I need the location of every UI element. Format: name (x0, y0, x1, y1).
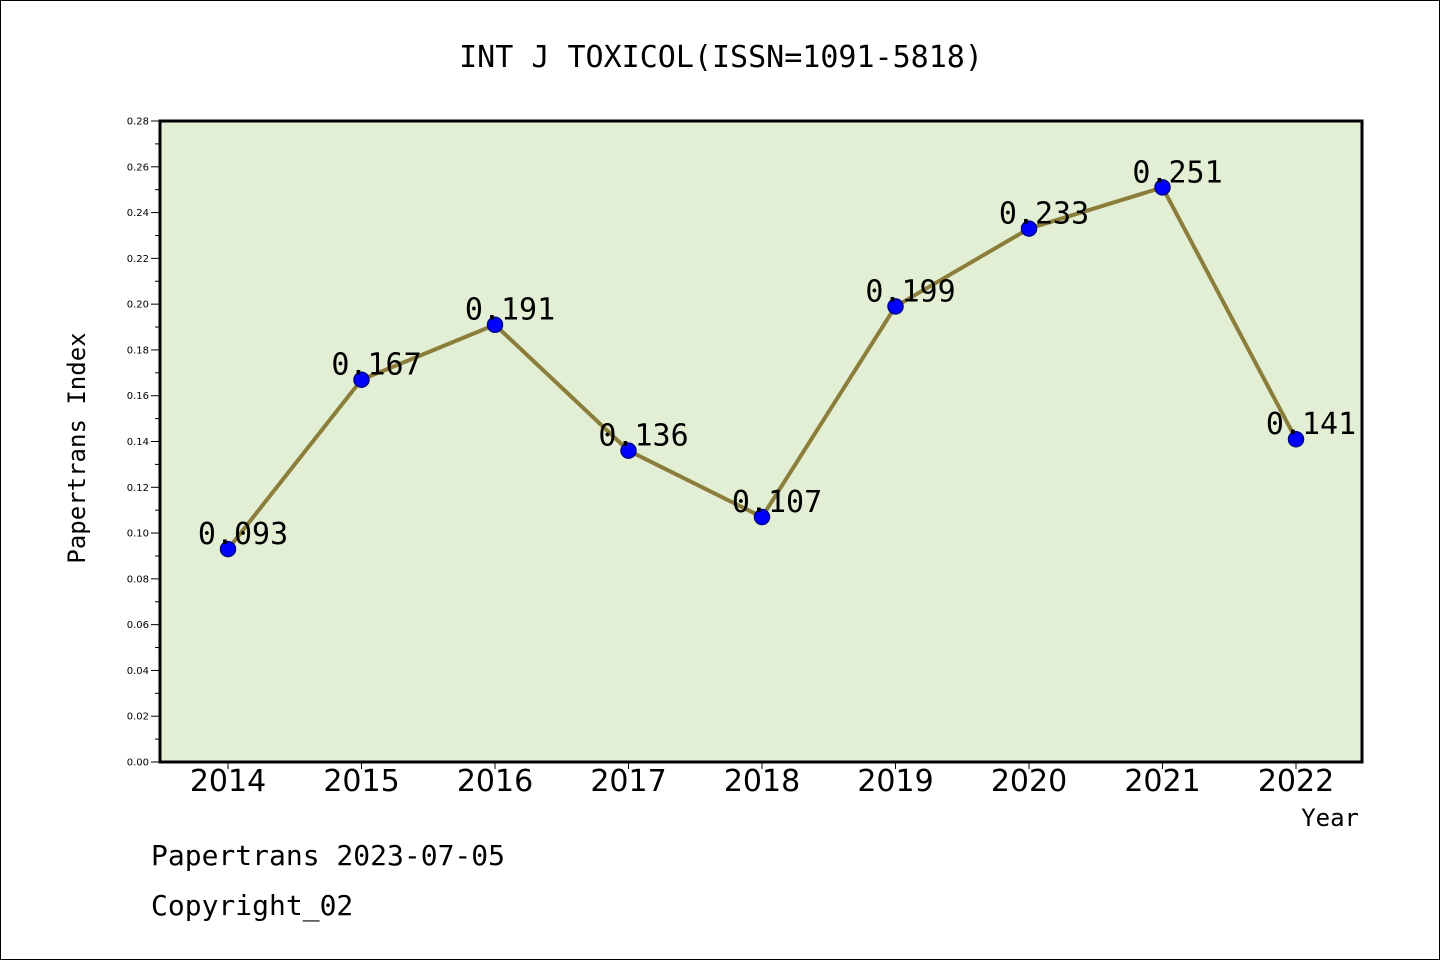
y-tick-label: 0.04 (127, 666, 149, 677)
data-label-2018: 0.107 (732, 485, 822, 520)
plot-area (158, 119, 1364, 764)
x-tick-label: 2017 (590, 764, 666, 799)
y-tick-label: 0.20 (127, 300, 149, 311)
y-tick-label: 0.06 (127, 620, 149, 631)
y-tick-label: 0.10 (127, 529, 149, 540)
x-tick-label: 2015 (323, 764, 399, 799)
y-tick-label: 0.14 (127, 437, 149, 448)
data-label-group: 0.093 0.167 0.191 0.136 0.107 0.199 0.233 0.251… (198, 155, 1356, 552)
data-point-2021 (1154, 179, 1171, 196)
y-tick-label: 0.18 (127, 345, 149, 356)
x-tick-label: 2021 (1124, 764, 1200, 799)
x-tick-label: 2022 (1258, 764, 1334, 799)
y-tick-label: 0.08 (127, 574, 149, 585)
y-tick-label: 0.28 (127, 117, 149, 128)
data-point-2017 (620, 442, 637, 459)
data-point-2015 (353, 371, 370, 388)
x-tick-label: 2019 (857, 764, 933, 799)
data-point-2018 (753, 508, 771, 526)
y-tick-label: 0.22 (127, 254, 149, 265)
data-label-2015: 0.167 (331, 348, 421, 383)
y-tick-label: 0.00 (127, 758, 149, 769)
data-point-2014 (219, 540, 237, 558)
data-point-2020 (1020, 220, 1038, 237)
y-tick-label: 0.12 (127, 483, 149, 494)
x-tick-label: 2018 (724, 764, 800, 799)
data-point-2016 (486, 316, 504, 333)
y-axis-label: Papertrans Index (63, 332, 91, 563)
data-label-2022: 0.141 (1266, 407, 1356, 442)
data-label-2014: 0.093 (198, 517, 288, 552)
y-tick-label: 0.26 (127, 162, 149, 173)
data-label-2016: 0.191 (465, 293, 555, 328)
data-point-2019 (887, 298, 904, 315)
data-label-2017: 0.136 (598, 419, 688, 454)
data-point-2022 (1287, 430, 1305, 448)
footer-copyright: Copyright_02 (151, 889, 353, 923)
y-tick-label: 0.02 (127, 712, 149, 723)
x-tick-label: 2014 (190, 764, 266, 799)
series-marker-group (219, 179, 1305, 558)
y-tick-label: 0.24 (127, 208, 149, 219)
x-tick-label: 2020 (991, 764, 1067, 799)
x-axis-label: Year (1301, 804, 1359, 832)
y-tick-label: 0.16 (127, 391, 149, 402)
x-tick-label: 2016 (457, 764, 533, 799)
data-label-2020: 0.233 (999, 197, 1089, 232)
y-axis-ticks: 0.00 0.02 0.04 0.06 0.08 0.10 0.12 0.14 0.16 0.18… (127, 117, 160, 769)
x-axis-ticks: 2014 2015 2016 2017 2018 2019 2020 2021 2022 (190, 762, 1334, 799)
chart-title: INT J TOXICOL(ISSN=1091-5818) (459, 40, 983, 75)
data-label-2021: 0.251 (1132, 155, 1222, 190)
data-label-2019: 0.199 (865, 274, 955, 309)
footer-source: Papertrans 2023-07-05 (151, 839, 505, 872)
